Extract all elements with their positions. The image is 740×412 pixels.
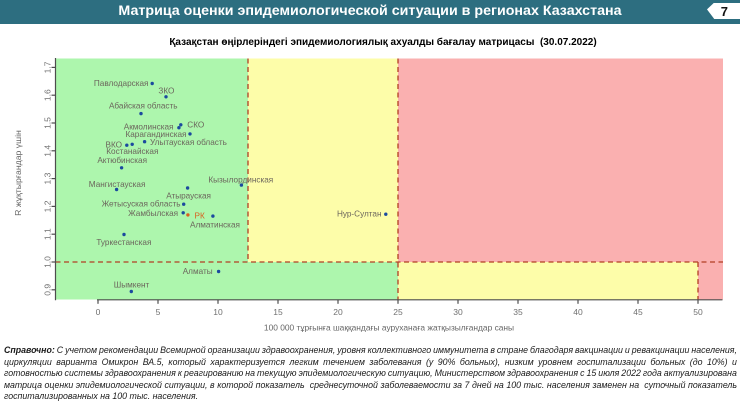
svg-text:Акмолинская: Акмолинская bbox=[124, 123, 174, 132]
svg-text:Улытауская область: Улытауская область bbox=[150, 138, 227, 147]
svg-text:Жамбылская: Жамбылская bbox=[128, 209, 178, 218]
svg-text:Жетысуская область: Жетысуская область bbox=[102, 200, 181, 209]
svg-text:1.6: 1.6 bbox=[43, 89, 53, 101]
svg-text:1.3: 1.3 bbox=[43, 172, 53, 184]
svg-text:1.2: 1.2 bbox=[43, 200, 53, 212]
svg-text:Мангистауская: Мангистауская bbox=[89, 180, 146, 189]
svg-text:25: 25 bbox=[393, 307, 403, 317]
svg-text:50: 50 bbox=[693, 307, 703, 317]
svg-text:Шымкент: Шымкент bbox=[114, 280, 150, 289]
svg-text:РК: РК bbox=[195, 211, 205, 220]
svg-text:0.9: 0.9 bbox=[43, 284, 53, 296]
svg-text:Абайская область: Абайская область bbox=[109, 101, 178, 110]
svg-text:1.4: 1.4 bbox=[43, 145, 53, 157]
svg-text:Атырауская: Атырауская bbox=[166, 192, 211, 201]
svg-text:1.5: 1.5 bbox=[43, 117, 53, 129]
svg-text:5: 5 bbox=[156, 307, 161, 317]
svg-text:Кызылординская: Кызылординская bbox=[208, 175, 273, 184]
svg-text:30: 30 bbox=[453, 307, 463, 317]
svg-text:40: 40 bbox=[573, 307, 583, 317]
svg-text:10: 10 bbox=[213, 307, 223, 317]
svg-text:R жұқтырғандар үшін: R жұқтырғандар үшін bbox=[13, 130, 23, 216]
svg-text:35: 35 bbox=[513, 307, 523, 317]
svg-text:Карагандинская: Карагандинская bbox=[125, 130, 186, 139]
svg-text:15: 15 bbox=[273, 307, 283, 317]
svg-text:1.0: 1.0 bbox=[43, 256, 53, 268]
svg-text:Алматинская: Алматинская bbox=[190, 220, 240, 229]
svg-text:20: 20 bbox=[333, 307, 343, 317]
svg-text:0: 0 bbox=[96, 307, 101, 317]
svg-text:Костанайская: Костанайская bbox=[106, 147, 158, 156]
svg-text:Актюбинская: Актюбинская bbox=[97, 156, 147, 165]
svg-text:Алматы: Алматы bbox=[183, 267, 213, 276]
svg-text:ЗКО: ЗКО bbox=[158, 86, 174, 95]
svg-text:45: 45 bbox=[633, 307, 643, 317]
svg-text:100 000 тұрғынға шаққандағы ау: 100 000 тұрғынға шаққандағы ауруханаға ж… bbox=[264, 323, 514, 333]
svg-text:1.1: 1.1 bbox=[43, 228, 53, 240]
svg-text:Туркестанская: Туркестанская bbox=[96, 238, 151, 247]
svg-text:Нур-Султан: Нур-Султан bbox=[337, 210, 382, 219]
svg-text:ВКО: ВКО bbox=[105, 140, 122, 149]
svg-text:СКО: СКО bbox=[187, 120, 204, 129]
svg-text:1.7: 1.7 bbox=[43, 61, 53, 73]
svg-text:Павлодарская: Павлодарская bbox=[94, 79, 149, 88]
